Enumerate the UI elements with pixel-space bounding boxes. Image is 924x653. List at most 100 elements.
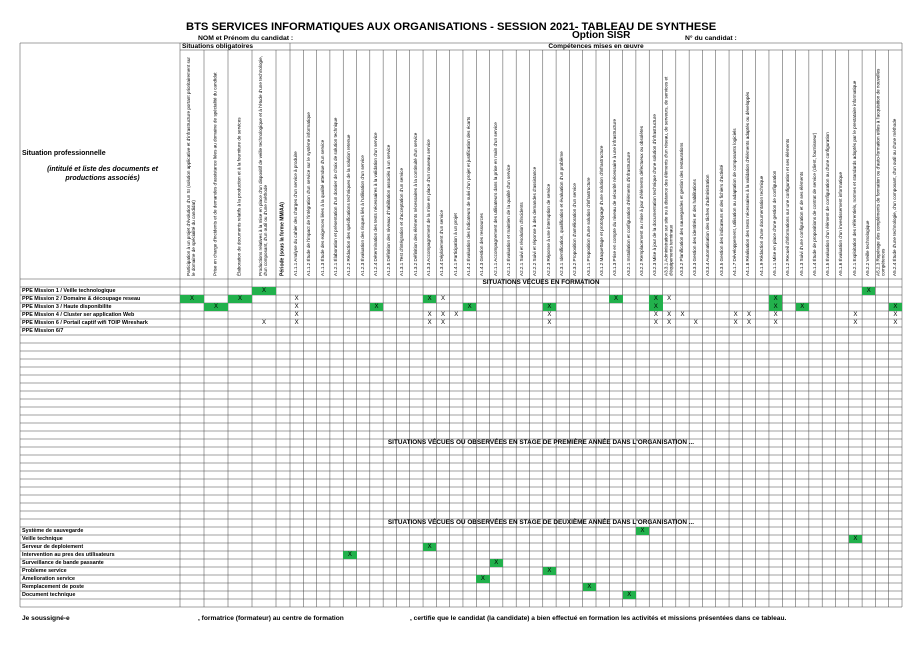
cell-mark: X: [649, 295, 663, 303]
column-header: A5.2.2 Veille technologique: [865, 220, 871, 276]
column-header: Période (sous la forme MM/AA): [279, 202, 286, 276]
cell-mark: X: [773, 320, 778, 326]
footer-part2: , formatrice (formateur) au centre de fo…: [198, 615, 344, 622]
left-subtitle: (intitulé et liste des documents et prod…: [47, 166, 158, 182]
cell-mark: X: [653, 320, 658, 326]
row-label: Intervention au pres des utilisateurs: [22, 552, 115, 558]
cell-mark: X: [680, 312, 685, 318]
column-header: A3.3.1 Administration sur site ou à dist…: [663, 76, 674, 276]
cell-mark: X: [795, 303, 809, 311]
column-header: A3.1.1 Proposition d'une solution d'infr…: [585, 177, 591, 276]
column-header: A3.2.1 Installation et configuration d'é…: [625, 151, 631, 276]
column-header: A5.2.4 Étude d'une technologie, d'un com…: [891, 118, 897, 276]
column-header: A5.1.5 Évaluation d'un élément de config…: [825, 132, 831, 276]
cell-mark: X: [635, 527, 650, 535]
cell-mark: X: [180, 295, 204, 303]
cell-mark: X: [693, 320, 698, 326]
row-label: PPE Mission 6 / Portail captif wifi TOIP…: [22, 320, 148, 326]
cell-mark: X: [667, 296, 672, 302]
cell-mark: X: [294, 320, 299, 326]
row-label: Amelioration service: [22, 576, 76, 582]
cell-mark: X: [893, 312, 898, 318]
cell-mark: X: [343, 551, 357, 559]
column-header: A3.3.4 Automatisation des tâches d'admin…: [705, 174, 711, 277]
cell-mark: X: [294, 296, 299, 302]
row-label: PPE Mission 3 / Haute disponibilite: [22, 304, 112, 310]
cell-mark: X: [622, 591, 636, 599]
column-header: A1.2.4 Détermination des tests nécessair…: [372, 132, 378, 276]
column-header: A3.2.3 Mise à jour de la documentation t…: [652, 114, 658, 276]
cell-mark: X: [888, 303, 902, 311]
cell-mark: X: [733, 312, 738, 318]
column-header: A4.1.9 Rédaction d'une documentation tec…: [758, 175, 764, 276]
column-header: A1.4.3 Gestion des ressources: [479, 213, 485, 276]
column-header: A3.3.3 Gestion des identités et des habi…: [692, 179, 698, 276]
column-header: A5.2.3 Repérage des compléments de forma…: [876, 68, 887, 276]
column-header: A1.1.2 Étude de l'impact de l'intégratio…: [306, 112, 312, 276]
section-title: SITUATIONS VÉCUES OU OBSERVÉES EN STAGE …: [387, 519, 695, 526]
cell-mark: X: [853, 312, 858, 318]
group-obligatoires: Situations obligatoires: [182, 43, 254, 50]
cell-mark: X: [462, 303, 477, 311]
column-header: Productions relatives à la mise en place…: [258, 56, 268, 276]
cell-mark: X: [768, 295, 783, 303]
column-header: A5.1.6 Évaluation d'un investissement in…: [838, 171, 844, 276]
footer-part1: Je soussigné-e: [22, 615, 70, 622]
row-label: Veille technique: [22, 536, 63, 542]
row-label: Probleme service: [22, 568, 67, 574]
cell-mark: X: [261, 320, 266, 326]
column-header: A3.1.3 Prise en compte du niveau de sécu…: [612, 118, 618, 276]
column-header: A2.1.2 Évaluation et maintien de la qual…: [506, 164, 512, 276]
column-header: A5.1.1 Mise en place d'une gestion de co…: [772, 170, 778, 276]
cell-mark: X: [609, 295, 623, 303]
column-header: A1.4.2 Évaluation des indicateurs de sui…: [466, 116, 472, 276]
cell-mark: X: [454, 312, 459, 318]
column-header: A1.3.1 Test d'intégration et d'acceptati…: [399, 167, 405, 276]
cell-mark: X: [542, 303, 557, 311]
cell-mark: X: [427, 320, 432, 326]
cell-mark: X: [582, 583, 596, 591]
cell-mark: X: [440, 296, 445, 302]
cell-mark: X: [547, 320, 552, 326]
cell-mark: X: [369, 303, 384, 311]
cell-mark: X: [427, 312, 432, 318]
row-label: PPE Mission 2 / Domaine & découpage rese…: [22, 296, 141, 302]
cell-mark: X: [204, 303, 228, 311]
column-header: A3.3.5 Gestion des indicateurs et des fi…: [718, 164, 724, 276]
column-header: Participation à un projet d'évolution d'…: [186, 57, 196, 276]
column-header: A2.2.2 Suivi et réponse à des demandes d…: [532, 166, 538, 276]
row-label: Système de sauvegarde: [22, 528, 84, 534]
cell-mark: X: [547, 312, 552, 318]
cell-mark: X: [733, 320, 738, 326]
cell-mark: X: [294, 312, 299, 318]
cell-mark: X: [228, 295, 252, 303]
column-header: A1.1.3 Étude des exigences liées à la qu…: [319, 139, 325, 276]
row-label: PPE Mission 6/7: [22, 328, 64, 334]
candidate-name: NOM et Prénom du candidat :: [198, 35, 294, 42]
cell-mark: X: [862, 287, 876, 295]
column-header: A1.3.2 Définition des éléments nécessair…: [412, 132, 418, 276]
cell-mark: X: [423, 295, 437, 303]
cell-mark: X: [746, 320, 751, 326]
column-header: A5.1.3 Suivi d'une configuration et de s…: [798, 171, 804, 276]
column-header: A1.2.1 Élaboration et présentation d'un …: [333, 117, 339, 276]
title: BTS SERVICES INFORMATIQUES AUX ORGANISAT…: [186, 21, 717, 33]
column-header: Prise en charge d'incidents et de demand…: [212, 72, 218, 277]
cell-mark: X: [893, 320, 898, 326]
footer-part3: , certifie que le candidat (la candidate…: [410, 615, 787, 622]
column-header: A2.3.1 Identification, qualification et …: [559, 151, 565, 276]
cell-mark: X: [476, 575, 490, 583]
column-header: A3.1.2 Maquettage et prototypage d'une s…: [599, 145, 605, 276]
row-label: PPE Mission 1 / Veille technologique: [22, 288, 116, 294]
cell-mark: X: [773, 312, 778, 318]
column-header: A1.3.3 Accompagnement de la mise en plac…: [426, 139, 432, 276]
group-competences: Compétences mises en œuvre: [548, 43, 644, 50]
cell-mark: X: [294, 304, 299, 310]
cell-mark: X: [423, 543, 437, 551]
section-title: SITUATIONS VÉCUES EN FORMATION: [482, 279, 600, 286]
column-header: A2.2.1 Suivi et résolution d'incidents: [519, 202, 525, 276]
column-header: A1.1.1 Analyse du cahier des charges d'u…: [293, 151, 299, 276]
candidate-number: N° du candidat :: [685, 35, 737, 42]
row-label: Surveillance de bande passante: [22, 560, 104, 566]
left-title: Situation professionnelle: [22, 150, 106, 157]
